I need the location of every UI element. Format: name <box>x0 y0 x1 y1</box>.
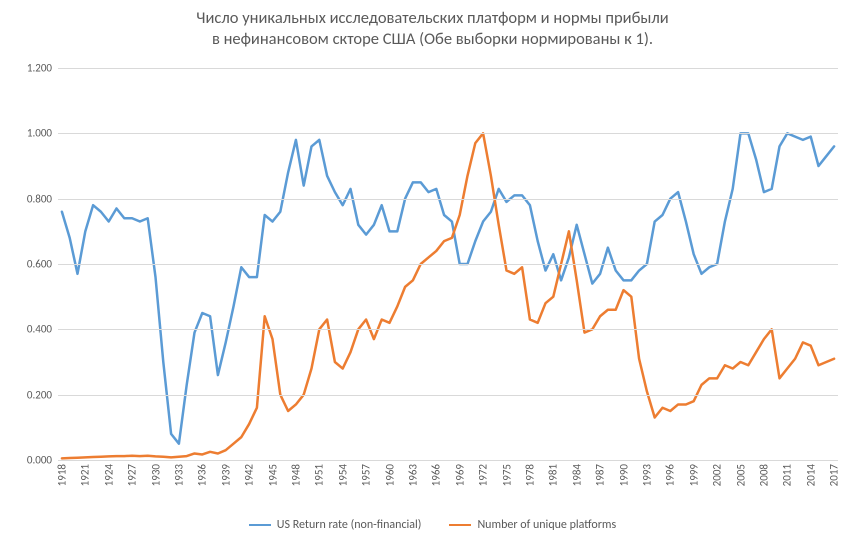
x-tick-label: 1918 <box>55 464 68 486</box>
legend: US Return rate (non-financial) Number of… <box>0 518 865 532</box>
y-tick-label: 1.200 <box>27 62 52 75</box>
x-tick-label: 1987 <box>594 464 607 486</box>
legend-item-0: US Return rate (non-financial) <box>249 518 422 532</box>
x-tick-label: 1945 <box>266 464 279 486</box>
x-tick-label: 1942 <box>243 464 256 486</box>
y-tick-label: 0.400 <box>27 323 52 336</box>
x-tick-label: 1930 <box>149 464 162 486</box>
y-tick-label: 1.000 <box>27 127 52 140</box>
x-tick-label: 1975 <box>500 464 513 486</box>
x-tick-label: 2002 <box>711 464 724 486</box>
x-tick-label: 1969 <box>453 464 466 486</box>
x-tick-label: 1999 <box>687 464 700 486</box>
legend-swatch-icon <box>449 524 471 526</box>
x-tick-label: 2014 <box>804 464 817 486</box>
x-tick-label: 2017 <box>828 464 841 486</box>
x-tick-label: 1966 <box>430 464 443 486</box>
legend-swatch-icon <box>249 524 271 526</box>
x-axis-ticks: 1918 1921 1924 1927 1930 1933 1936 1939 1942 1945… <box>58 460 838 500</box>
x-tick-label: 2005 <box>734 464 747 486</box>
x-tick-label: 1948 <box>289 464 302 486</box>
x-tick-label: 1921 <box>79 464 92 486</box>
gridline <box>58 68 838 69</box>
y-tick-label: 0.600 <box>27 258 52 271</box>
y-tick-label: 0.200 <box>27 388 52 401</box>
x-tick-label: 1939 <box>219 464 232 486</box>
x-tick-label: 1993 <box>640 464 653 486</box>
x-tick-label: 2008 <box>757 464 770 486</box>
x-tick-label: 1927 <box>126 464 139 486</box>
x-tick-label: 1996 <box>664 464 677 486</box>
gridline <box>58 199 838 200</box>
x-tick-label: 1951 <box>313 464 326 486</box>
x-tick-label: 1933 <box>172 464 185 486</box>
x-tick-label: 1924 <box>102 464 115 486</box>
gridline <box>58 329 838 330</box>
x-tick-label: 1960 <box>383 464 396 486</box>
gridline <box>58 395 838 396</box>
chart-title: Число уникальных исследовательских платф… <box>0 8 865 49</box>
x-tick-label: 1957 <box>360 464 373 486</box>
x-tick-label: 1936 <box>196 464 209 486</box>
gridline <box>58 264 838 265</box>
x-tick-label: 1972 <box>477 464 490 486</box>
plot-area: 0.0000.2000.4000.6000.8001.0001.200 <box>58 68 838 461</box>
x-tick-label: 1981 <box>547 464 560 486</box>
chart-title-line2: в нефинансовом скторе США (Обе выборки н… <box>0 29 865 50</box>
x-tick-label: 1954 <box>336 464 349 486</box>
x-tick-label: 1963 <box>406 464 419 486</box>
chart-title-line1: Число уникальных исследовательских платф… <box>0 8 865 29</box>
x-tick-label: 1984 <box>570 464 583 486</box>
x-tick-label: 1978 <box>523 464 536 486</box>
series-line-1 <box>62 133 834 458</box>
gridline <box>58 133 838 134</box>
legend-label: Number of unique platforms <box>477 518 616 532</box>
legend-item-1: Number of unique platforms <box>449 518 616 532</box>
y-tick-label: 0.800 <box>27 192 52 205</box>
x-tick-label: 1990 <box>617 464 630 486</box>
legend-label: US Return rate (non-financial) <box>277 518 422 532</box>
chart-container: Число уникальных исследовательских платф… <box>0 0 865 540</box>
series-line-0 <box>62 133 834 443</box>
y-tick-label: 0.000 <box>27 454 52 467</box>
x-tick-label: 2011 <box>781 464 794 486</box>
